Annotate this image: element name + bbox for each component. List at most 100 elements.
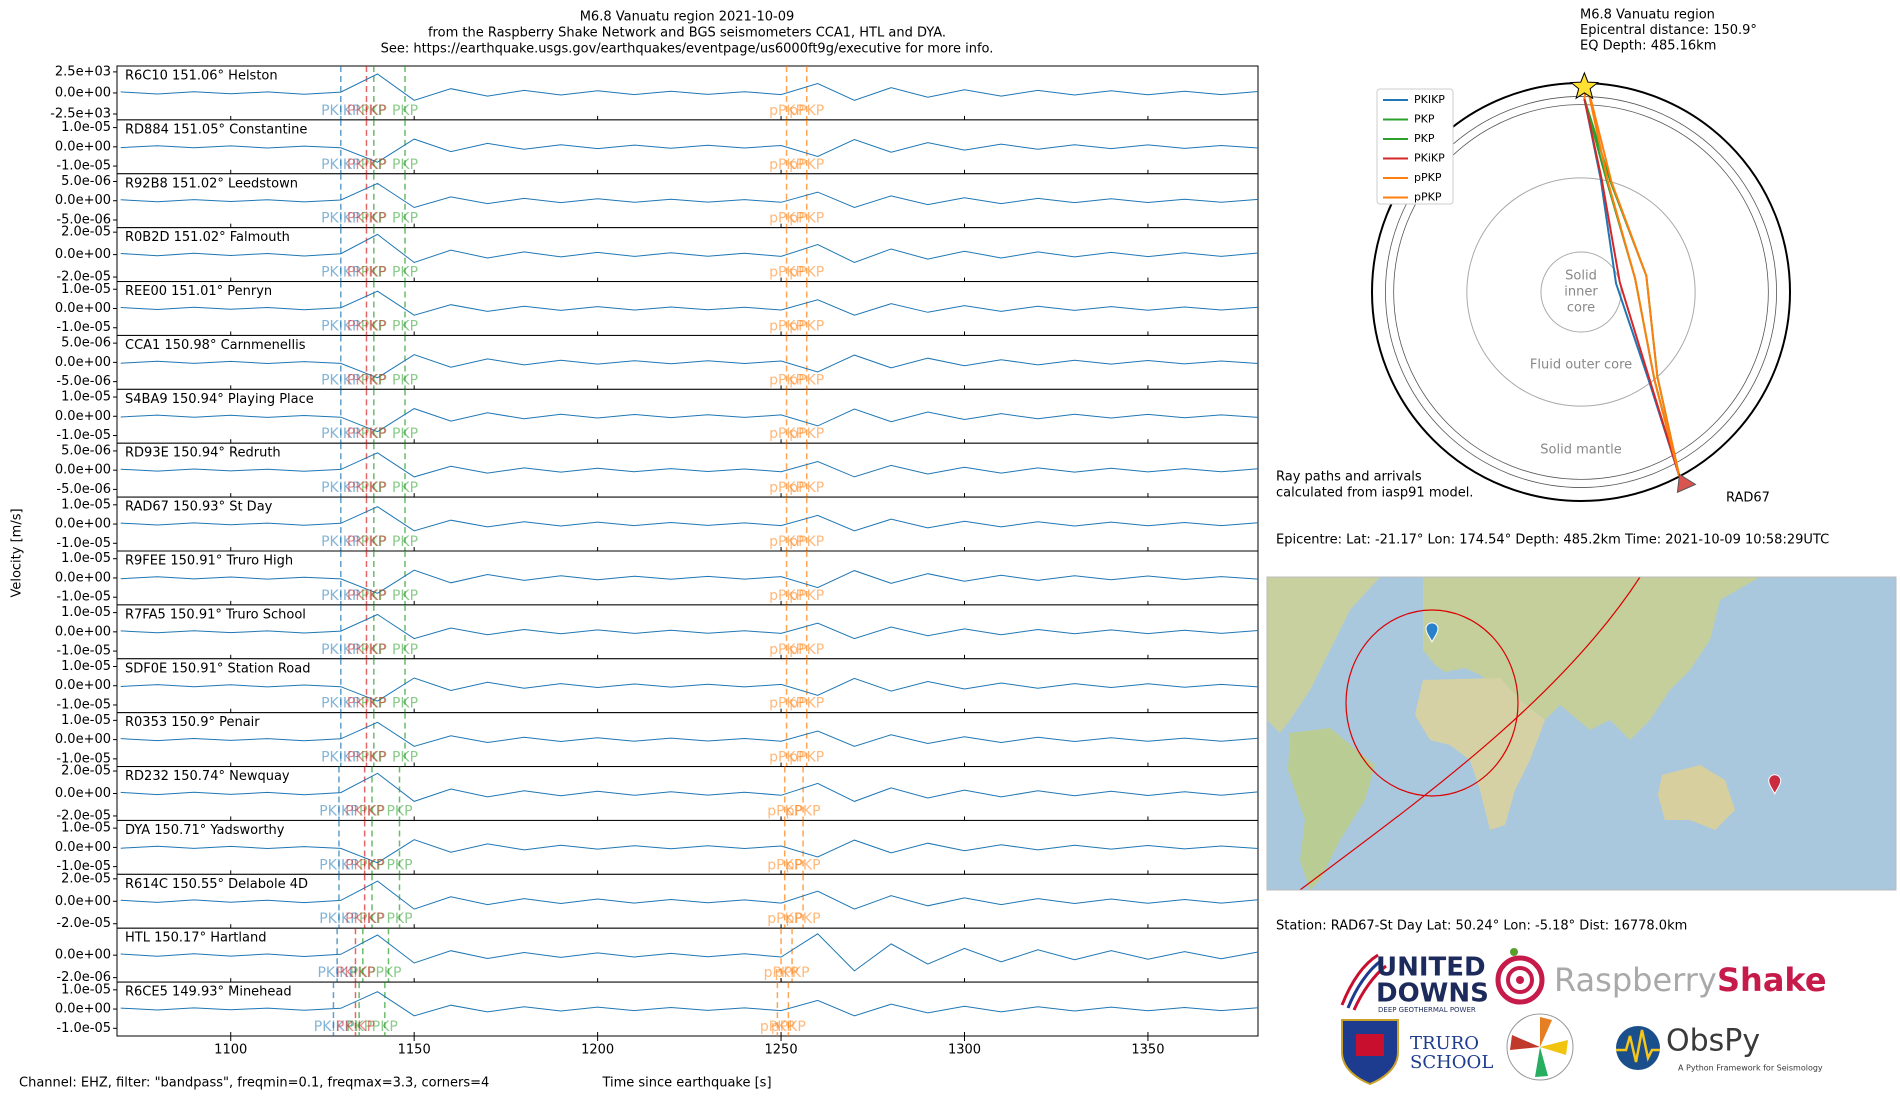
arrival-label: PKP — [392, 372, 418, 388]
arrival-label: PKIKP — [321, 588, 360, 604]
station-label: RD232 150.74° Newquay — [125, 769, 290, 784]
y-tick-label: -1.0e-05 — [56, 1021, 111, 1036]
x-tick-label: 1200 — [581, 1043, 614, 1058]
y-tick-label: -2.0e-06 — [56, 970, 111, 985]
station-label: HTL 150.17° Hartland — [125, 931, 266, 946]
trace — [120, 182, 1259, 209]
logo-raspberry-shake: Raspberry Shake — [1495, 948, 1827, 1005]
y-tick-label: 0.0e+00 — [55, 517, 111, 532]
arrival-label: pPKP — [769, 426, 804, 442]
y-tick-label: -1.0e-05 — [56, 536, 111, 551]
logo-text: DOWNS — [1376, 979, 1489, 1009]
logo-wave — [1616, 1029, 1660, 1063]
station-label: R614C 150.55° Delabole 4D — [125, 877, 308, 892]
map-marker — [1425, 622, 1439, 643]
y-tick-label: 0.0e+00 — [55, 948, 111, 963]
arrival-label: PKP — [392, 211, 418, 227]
y-tick-label: 0.0e+00 — [55, 678, 111, 693]
arrival-label: PKIKP — [321, 534, 360, 550]
y-tick-label: -2.0e-05 — [56, 808, 111, 823]
y-tick-label: 2.0e-05 — [61, 764, 111, 779]
logo-obspy: ObsPy A Python Framework for Seismology — [1616, 1024, 1823, 1073]
core-boundary — [1540, 251, 1622, 333]
arrival-label: PKP — [392, 103, 418, 119]
region-label: Solid mantle — [1540, 443, 1621, 458]
trace — [120, 839, 1259, 864]
logo-text: A Python Framework for Seismology — [1678, 1064, 1823, 1073]
y-tick-label: -5.0e-06 — [56, 212, 111, 227]
discontinuity — [1385, 96, 1777, 488]
arrival-label: pPKP — [769, 211, 804, 227]
trace — [120, 408, 1259, 433]
arrival-label: pPKP — [786, 857, 821, 873]
logo-leaf — [1510, 948, 1518, 956]
station-label: R92B8 151.02° Leedstown — [125, 176, 298, 191]
arrival-label: pPKP — [789, 211, 824, 227]
plot-title: Epicentral distance: 150.9° — [1580, 23, 1757, 38]
legend-frame — [1376, 88, 1454, 205]
trace — [120, 290, 1259, 316]
arrival-label: PKIKP — [321, 103, 360, 119]
arrival-label: PKiKP — [336, 1019, 375, 1035]
arrival-label: PKP — [386, 911, 412, 927]
y-tick-label: 1.0e-05 — [61, 497, 111, 512]
arrival-label: PKP — [386, 803, 412, 819]
station-label: R6C10 151.06° Helston — [125, 69, 278, 84]
arrival-label: PKP — [392, 480, 418, 496]
y-tick-label: 2.0e-05 — [61, 871, 111, 886]
logo-text: ObsPy — [1666, 1024, 1760, 1059]
region-label: Solid — [1565, 269, 1597, 284]
arrival-label: PKiKP — [336, 965, 375, 981]
arrival-label: PKIKP — [321, 750, 360, 766]
arrival-label: pPKP — [760, 1019, 795, 1035]
logo-text: Raspberry — [1554, 961, 1717, 999]
arrival-label: pPKP — [789, 265, 824, 281]
station-marker — [1676, 473, 1697, 494]
source-marker — [1569, 71, 1600, 100]
logo-text: DEEP GEOTHERMAL POWER — [1378, 1006, 1476, 1014]
y-tick-label: -1.0e-05 — [56, 159, 111, 174]
legend-label: PKiKP — [1414, 152, 1445, 165]
arrival-label: PKIKP — [319, 803, 358, 819]
y-tick-label: 0.0e+00 — [55, 85, 111, 100]
epicentre-info: Epicentre: Lat: -21.17° Lon: 174.54° Dep… — [1276, 533, 1829, 548]
logo-stripe — [1352, 964, 1387, 1011]
arrival-label: pPKP — [789, 696, 824, 712]
arrival-label: PKiKP — [345, 911, 384, 927]
y-tick-label: 1.0e-05 — [61, 282, 111, 297]
trace — [120, 677, 1259, 702]
arrival-label: PKiKP — [347, 157, 386, 173]
station-label: RAD67 — [1726, 491, 1770, 506]
station-label: R7FA5 150.91° Truro School — [125, 607, 306, 622]
logo-stripe — [1346, 958, 1383, 1009]
y-tick-label: -1.0e-05 — [56, 859, 111, 874]
arrival-label: PKP — [350, 965, 376, 981]
trace — [120, 933, 1259, 972]
y-tick-label: 0.0e+00 — [55, 247, 111, 262]
core-boundary — [1466, 177, 1696, 407]
arrival-label: PKP — [346, 1019, 372, 1035]
arrival-label: pPKP — [769, 372, 804, 388]
great-circle — [1299, 577, 1641, 890]
arrival-label: PKP — [361, 588, 387, 604]
logo-text: Shake — [1717, 961, 1827, 999]
logo-wedge — [1540, 1040, 1568, 1055]
y-tick-label: 5.0e-06 — [61, 443, 111, 458]
y-tick-label: 0.0e+00 — [55, 570, 111, 585]
y-tick-label: -1.0e-05 — [56, 644, 111, 659]
arrival-label: PKiKP — [347, 588, 386, 604]
y-tick-label: -5.0e-06 — [56, 482, 111, 497]
y-tick-label: 5.0e-06 — [61, 174, 111, 189]
arrival-label: PKIKP — [321, 157, 360, 173]
y-tick-label: 0.0e+00 — [55, 193, 111, 208]
y-tick-label: -5.0e-06 — [56, 374, 111, 389]
arrival-label: pPKP — [769, 588, 804, 604]
arrival-label: PKiKP — [347, 750, 386, 766]
arrival-label: PKP — [392, 750, 418, 766]
trace — [120, 138, 1259, 163]
logo-wedge — [1535, 1047, 1548, 1077]
arrival-label: pPKP — [769, 157, 804, 173]
arrival-label: PKIKP — [321, 696, 360, 712]
arrival-label: PKP — [359, 911, 385, 927]
arrival-label: PKiKP — [345, 857, 384, 873]
